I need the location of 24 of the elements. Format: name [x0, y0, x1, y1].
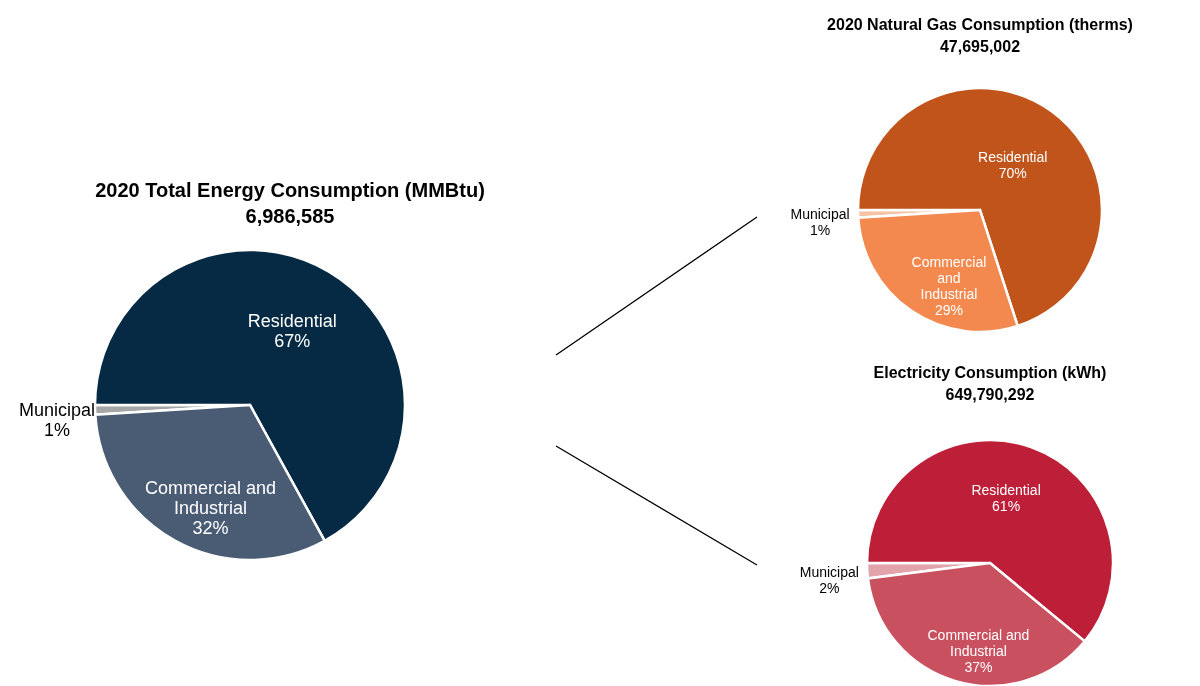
slice-label: Commercial and Industrial [911, 253, 987, 302]
data-label: 70% [998, 165, 1027, 182]
slice-label: Residential [978, 149, 1048, 166]
data-label: 2% [819, 580, 840, 597]
data-label: 32% [192, 518, 229, 539]
data-label: 1% [44, 420, 71, 441]
data-label: 61% [992, 497, 1021, 514]
slice-label: Commercial and Industrial [144, 478, 276, 519]
slice-label: Municipal [790, 206, 850, 223]
chart-subtitle: 47,695,002 [939, 38, 1021, 55]
data-label: 29% [934, 301, 963, 318]
data-label: 37% [964, 658, 993, 675]
slice-label: Residential [971, 481, 1041, 498]
slice-label: Municipal [799, 564, 859, 581]
chart-title: Electricity Consumption (kWh) [873, 364, 1107, 381]
data-label: 1% [809, 222, 831, 239]
slice-label: Commercial and Industrial [927, 626, 1030, 659]
chart-subtitle: 649,790,292 [945, 386, 1035, 403]
chart-title: 2020 Natural Gas Consumption (therms) [827, 16, 1133, 33]
slice-label: Residential [247, 311, 337, 332]
chart-subtitle: 6,986,585 [245, 205, 335, 227]
chart-title: 2020 Total Energy Consumption (MMBtu) [95, 179, 485, 201]
data-label: 67% [274, 331, 311, 352]
slice-label: Municipal [19, 400, 96, 421]
